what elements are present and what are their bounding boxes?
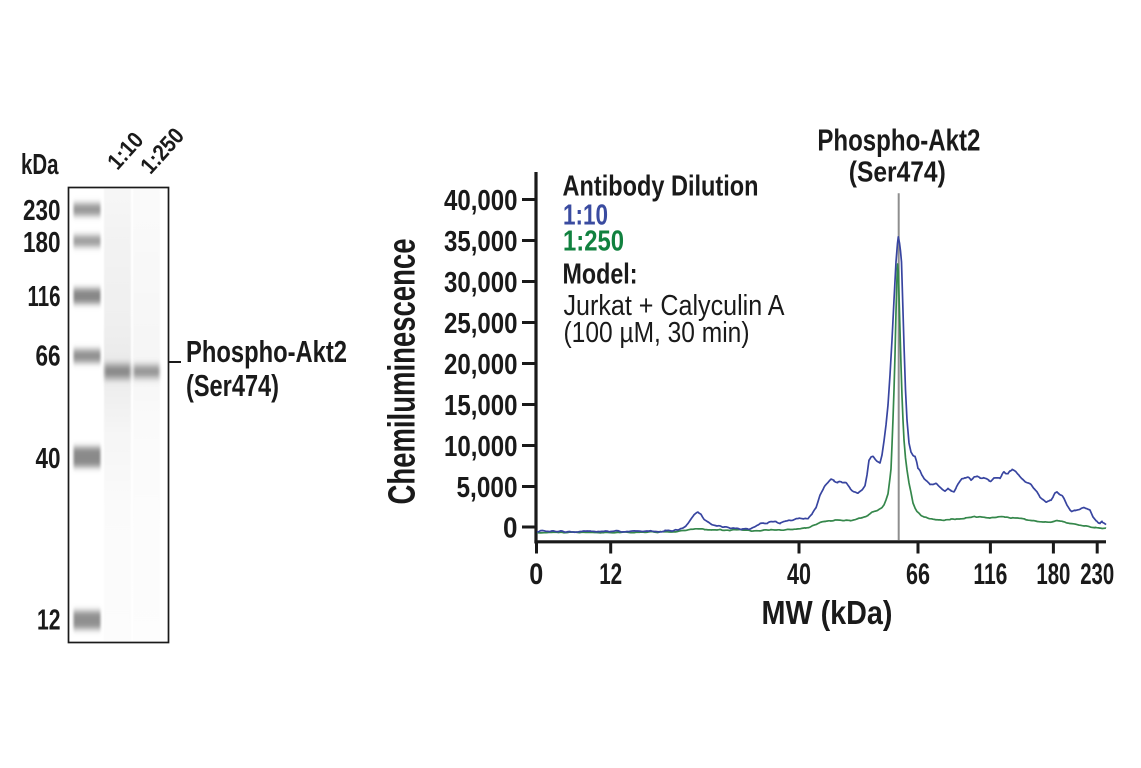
svg-text:5,000: 5,000 [457,472,518,504]
svg-text:10,000: 10,000 [444,431,518,463]
svg-text:0: 0 [529,558,543,591]
svg-text:Phospho-Akt2: Phospho-Akt2 [186,334,347,369]
svg-text:1:250: 1:250 [135,123,189,179]
svg-text:(Ser474): (Ser474) [849,156,946,188]
svg-text:25,000: 25,000 [444,308,518,340]
svg-text:40: 40 [36,443,61,475]
svg-text:kDa: kDa [21,149,59,181]
svg-text:MW (kDa): MW (kDa) [762,594,893,631]
svg-text:12: 12 [599,558,622,591]
svg-text:40,000: 40,000 [444,185,518,217]
svg-text:Phospho-Akt2: Phospho-Akt2 [817,124,980,158]
svg-text:116: 116 [973,558,1007,591]
svg-text:230: 230 [1080,558,1114,591]
svg-text:116: 116 [28,281,61,313]
svg-text:230: 230 [23,195,61,227]
svg-text:15,000: 15,000 [444,390,518,422]
svg-text:0: 0 [503,513,518,545]
svg-text:(100 µM, 30 min): (100 µM, 30 min) [564,317,750,349]
svg-text:30,000: 30,000 [444,267,518,299]
svg-text:Model:: Model: [563,259,638,291]
svg-text:Chemiluminescence: Chemiluminescence [382,239,424,505]
svg-text:66: 66 [36,341,61,373]
svg-text:Jurkat + Calyculin A: Jurkat + Calyculin A [564,290,786,322]
svg-text:1:250: 1:250 [563,226,624,258]
svg-text:35,000: 35,000 [444,226,518,258]
svg-text:180: 180 [1036,558,1070,591]
svg-text:(Ser474): (Ser474) [186,368,279,403]
svg-text:40: 40 [787,558,811,591]
svg-text:66: 66 [906,558,930,591]
svg-text:1:10: 1:10 [563,199,608,231]
svg-text:Antibody Dilution: Antibody Dilution [563,171,759,203]
svg-text:12: 12 [37,605,61,637]
svg-text:20,000: 20,000 [444,349,518,381]
svg-text:180: 180 [23,227,61,259]
